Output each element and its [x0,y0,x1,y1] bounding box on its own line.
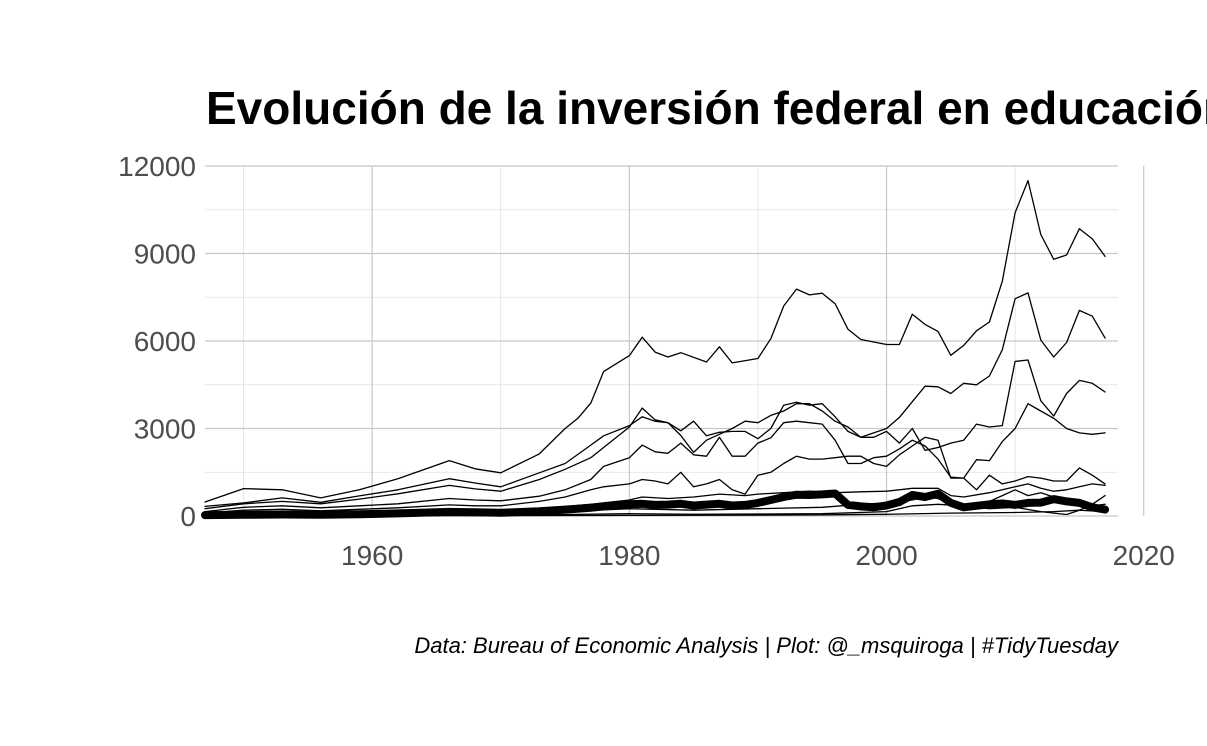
x-tick-label: 1960 [341,540,403,571]
series-lines [201,179,1110,520]
series-line-8 [204,494,1106,517]
y-tick-label: 0 [180,501,196,532]
chart-title: Evolución de la inversión federal en edu… [206,82,1207,134]
series-line-9 [204,509,1106,517]
y-tick-label: 3000 [134,414,196,445]
x-tick-label: 2000 [855,540,917,571]
y-tick-label: 9000 [134,239,196,270]
series-line-3 [204,359,1106,510]
series-line-1 [204,179,1106,503]
series-line-4 [204,403,1106,513]
y-tick-label: 6000 [134,326,196,357]
x-tick-label: 1980 [598,540,660,571]
highlighted-series-line [201,489,1110,520]
chart-caption: Data: Bureau of Economic Analysis | Plot… [414,633,1120,658]
series-line-5 [204,436,1106,514]
x-tick-label: 2020 [1113,540,1175,571]
grid-lines [205,165,1145,517]
series-line-2 [204,292,1106,508]
y-tick-label: 12000 [118,151,196,182]
axis-tick-labels: 1960 1980 2000 2020 0 3000 6000 9000 12000 [118,151,1175,571]
